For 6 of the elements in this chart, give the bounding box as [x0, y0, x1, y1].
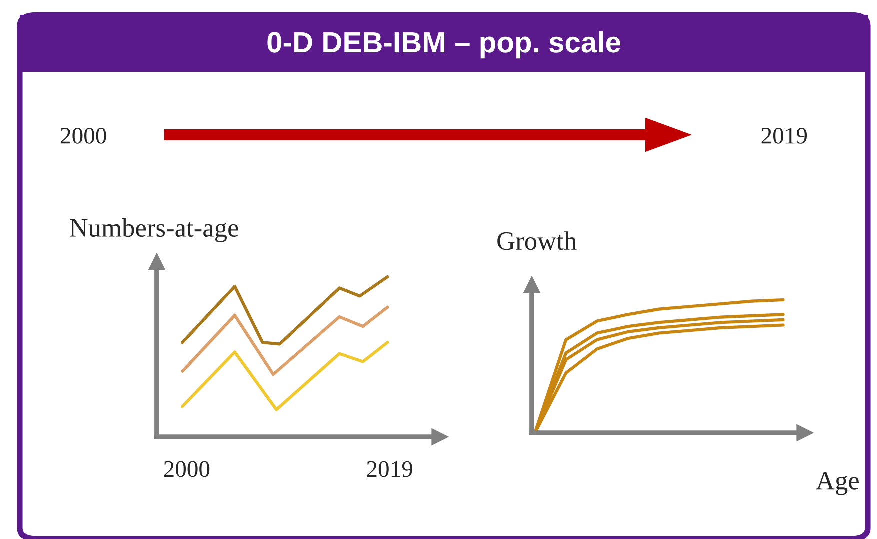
y-axis-title: Growth [498, 232, 577, 250]
text: 2000 [61, 128, 106, 144]
x-axis-title: Age [816, 472, 859, 496]
y-axis-title: Numbers-at-age [70, 218, 238, 243]
chart-title: 0-D DEB-IBM – pop. scale [268, 31, 620, 59]
text: 2019 [762, 128, 808, 144]
